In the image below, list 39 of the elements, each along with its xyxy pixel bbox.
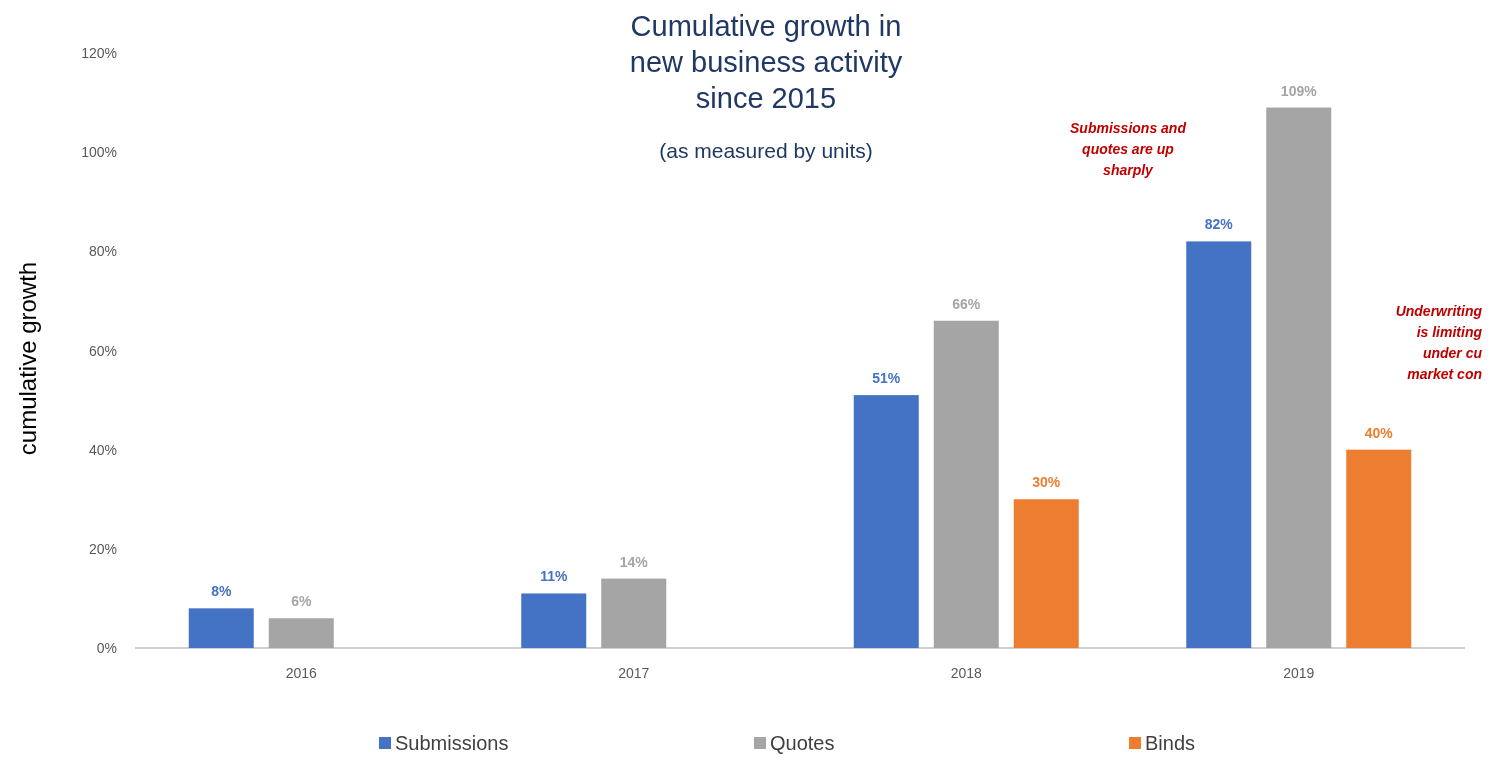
x-tick-label: 2016: [285, 665, 318, 681]
data-label: 6%: [291, 593, 312, 610]
x-tick-label: 2017: [618, 665, 650, 681]
bar: [188, 608, 254, 648]
legend-label: Submissions: [395, 732, 509, 754]
data-label: 82%: [1204, 216, 1234, 233]
y-tick-label: 60%: [88, 342, 117, 359]
bar: [1266, 107, 1332, 648]
bar: [853, 395, 919, 648]
data-label: 40%: [1364, 424, 1394, 441]
data-label: 8%: [211, 583, 232, 600]
annotation: Underwriting is limiting under cu market con: [1395, 303, 1483, 382]
data-label: 30%: [1032, 474, 1061, 491]
annotation: Submissions and quotes are up sharply: [1070, 120, 1187, 178]
legend-label: Binds: [1145, 732, 1196, 754]
data-label: 66%: [952, 295, 981, 312]
chart-title: Cumulative growth in new business activity since 2015: [629, 10, 903, 114]
bar: [1186, 241, 1252, 648]
y-tick-label: 0%: [96, 640, 117, 656]
data-label: 109%: [1280, 82, 1318, 99]
bar: [268, 618, 334, 648]
data-label: 51%: [872, 370, 901, 387]
y-tick-label: 120%: [81, 45, 117, 61]
y-axis-title: cumulative growth: [14, 261, 41, 456]
y-tick-label: 20%: [88, 540, 117, 557]
legend-label: Quotes: [770, 732, 835, 754]
y-tick-label: 40%: [88, 441, 117, 458]
bar: [933, 320, 999, 648]
x-tick-label: 2018: [950, 665, 983, 681]
x-tick-label: 2019: [1283, 665, 1315, 681]
y-tick-label: 100%: [81, 144, 117, 161]
bar: [601, 578, 667, 648]
bar: [1346, 449, 1412, 648]
text: (as measured by units): [659, 139, 873, 162]
bar: [521, 593, 587, 648]
data-label: 11%: [540, 568, 568, 585]
y-tick-label: 80%: [88, 243, 117, 260]
data-label: 14%: [619, 553, 649, 570]
bar: [1013, 499, 1079, 648]
